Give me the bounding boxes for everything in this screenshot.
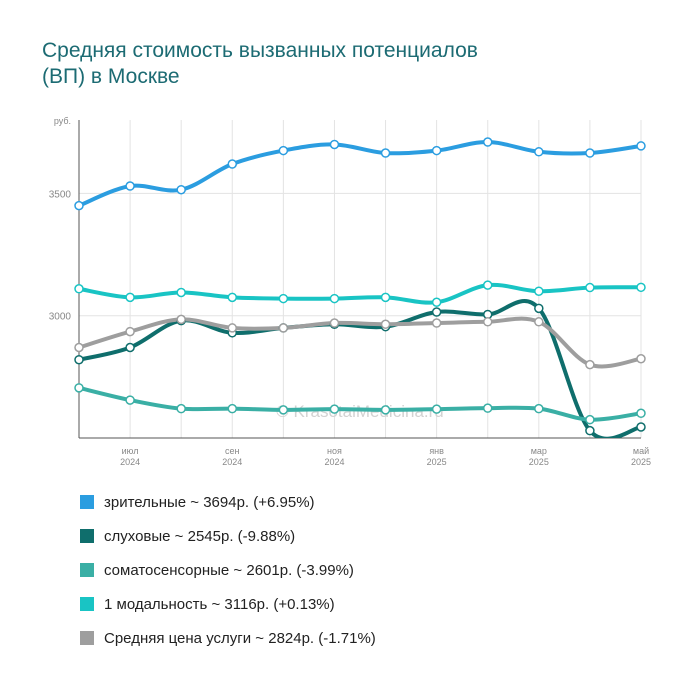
chart-series xyxy=(79,140,641,438)
data-point[interactable] xyxy=(482,403,493,413)
series-line-0 xyxy=(79,140,641,208)
data-point[interactable] xyxy=(431,318,442,328)
data-point[interactable] xyxy=(585,359,595,370)
legend-label: соматосенсорные ~ 2601р. (-3.99%) xyxy=(104,561,354,579)
data-point[interactable] xyxy=(176,403,186,414)
data-point[interactable] xyxy=(431,145,442,156)
data-point[interactable] xyxy=(431,297,442,307)
data-point[interactable] xyxy=(176,184,186,195)
data-point[interactable] xyxy=(534,317,544,327)
legend-item[interactable]: зрительные ~ 3694р. (+6.95%) xyxy=(80,485,376,519)
data-point[interactable] xyxy=(431,307,442,317)
data-point[interactable] xyxy=(636,408,646,419)
data-point[interactable] xyxy=(636,353,646,364)
data-point[interactable] xyxy=(329,318,340,328)
x-tick-label-year: 2025 xyxy=(427,457,447,467)
y-tick-label: 3500 xyxy=(49,189,72,200)
data-point[interactable] xyxy=(636,141,646,151)
data-point[interactable] xyxy=(636,282,646,293)
data-point[interactable] xyxy=(329,293,340,304)
legend-swatch xyxy=(80,529,94,543)
data-point[interactable] xyxy=(74,200,84,211)
x-tick-label-month: сен xyxy=(225,446,240,456)
legend-label: 1 модальность ~ 3116р. (+0.13%) xyxy=(104,595,335,613)
legend-item[interactable]: 1 модальность ~ 3116р. (+0.13%) xyxy=(80,587,376,621)
data-point[interactable] xyxy=(125,395,135,405)
x-tick-label-year: 2025 xyxy=(631,457,651,467)
chart-grid xyxy=(78,120,642,438)
data-point[interactable] xyxy=(380,319,391,330)
data-point[interactable] xyxy=(227,159,238,169)
data-point[interactable] xyxy=(278,145,289,156)
data-point[interactable] xyxy=(482,280,493,290)
data-point[interactable] xyxy=(176,314,186,325)
data-point[interactable] xyxy=(585,414,595,425)
data-point[interactable] xyxy=(278,323,289,333)
chart-title: Средняя стоимость вызванных потенциалов … xyxy=(42,38,642,90)
data-point[interactable] xyxy=(278,405,289,415)
data-point[interactable] xyxy=(74,284,84,294)
data-point[interactable] xyxy=(636,422,646,432)
x-tick-label-month: июл xyxy=(122,446,139,456)
data-point[interactable] xyxy=(534,403,544,414)
x-tick-label-year: 2024 xyxy=(120,457,140,467)
legend-label: Средняя цена услуги ~ 2824р. (-1.71%) xyxy=(104,629,376,647)
x-tick-label-month: янв xyxy=(429,446,444,456)
data-point[interactable] xyxy=(585,425,595,436)
chart-title-line-1: Средняя стоимость вызванных потенциалов xyxy=(42,39,478,62)
chart-axes: 30003500руб.июл2024сен2024ноя2024янв2025… xyxy=(49,116,651,467)
legend-swatch xyxy=(80,563,94,577)
legend-swatch xyxy=(80,597,94,611)
data-point[interactable] xyxy=(125,342,135,353)
data-point[interactable] xyxy=(380,148,391,158)
data-point[interactable] xyxy=(534,286,544,296)
legend-label: слуховые ~ 2545р. (-9.88%) xyxy=(104,527,296,545)
data-point[interactable] xyxy=(585,148,595,158)
x-tick-label-month: ноя xyxy=(327,446,342,456)
legend-item[interactable]: Средняя цена услуги ~ 2824р. (-1.71%) xyxy=(80,621,376,655)
chart-legend: зрительные ~ 3694р. (+6.95%) слуховые ~ 2… xyxy=(80,485,376,655)
data-point[interactable] xyxy=(227,323,238,333)
x-tick-label-year: 2024 xyxy=(222,457,242,467)
y-unit-label: руб. xyxy=(54,116,71,126)
data-point[interactable] xyxy=(227,292,238,303)
data-point[interactable] xyxy=(380,405,391,415)
data-point[interactable] xyxy=(278,293,289,304)
legend-swatch xyxy=(80,631,94,645)
chart-title-line-2: (ВП) в Москве xyxy=(42,65,180,88)
data-point[interactable] xyxy=(431,404,442,414)
x-tick-label-year: 2025 xyxy=(529,457,549,467)
data-point[interactable] xyxy=(329,139,340,150)
series-line-3 xyxy=(79,282,641,305)
data-point[interactable] xyxy=(482,317,493,327)
data-point[interactable] xyxy=(380,292,391,303)
data-point[interactable] xyxy=(534,303,544,314)
legend-item[interactable]: соматосенсорные ~ 2601р. (-3.99%) xyxy=(80,553,376,587)
data-point[interactable] xyxy=(125,292,135,303)
x-tick-label-year: 2024 xyxy=(324,457,344,467)
data-point[interactable] xyxy=(125,326,135,337)
data-point[interactable] xyxy=(74,383,84,393)
x-tick-label-month: мар xyxy=(531,446,547,456)
data-point[interactable] xyxy=(74,342,84,353)
legend-swatch xyxy=(80,495,94,509)
legend-item[interactable]: слуховые ~ 2545р. (-9.88%) xyxy=(80,519,376,553)
x-tick-label-month: май xyxy=(633,446,649,456)
chart-points xyxy=(74,137,646,436)
data-point[interactable] xyxy=(74,354,84,365)
data-point[interactable] xyxy=(534,147,544,157)
data-point[interactable] xyxy=(176,287,186,298)
data-point[interactable] xyxy=(585,282,595,293)
legend-label: зрительные ~ 3694р. (+6.95%) xyxy=(104,493,315,511)
data-point[interactable] xyxy=(227,403,238,414)
data-point[interactable] xyxy=(329,404,340,414)
data-point[interactable] xyxy=(482,137,493,147)
y-tick-label: 3000 xyxy=(49,312,72,323)
data-point[interactable] xyxy=(125,181,135,191)
